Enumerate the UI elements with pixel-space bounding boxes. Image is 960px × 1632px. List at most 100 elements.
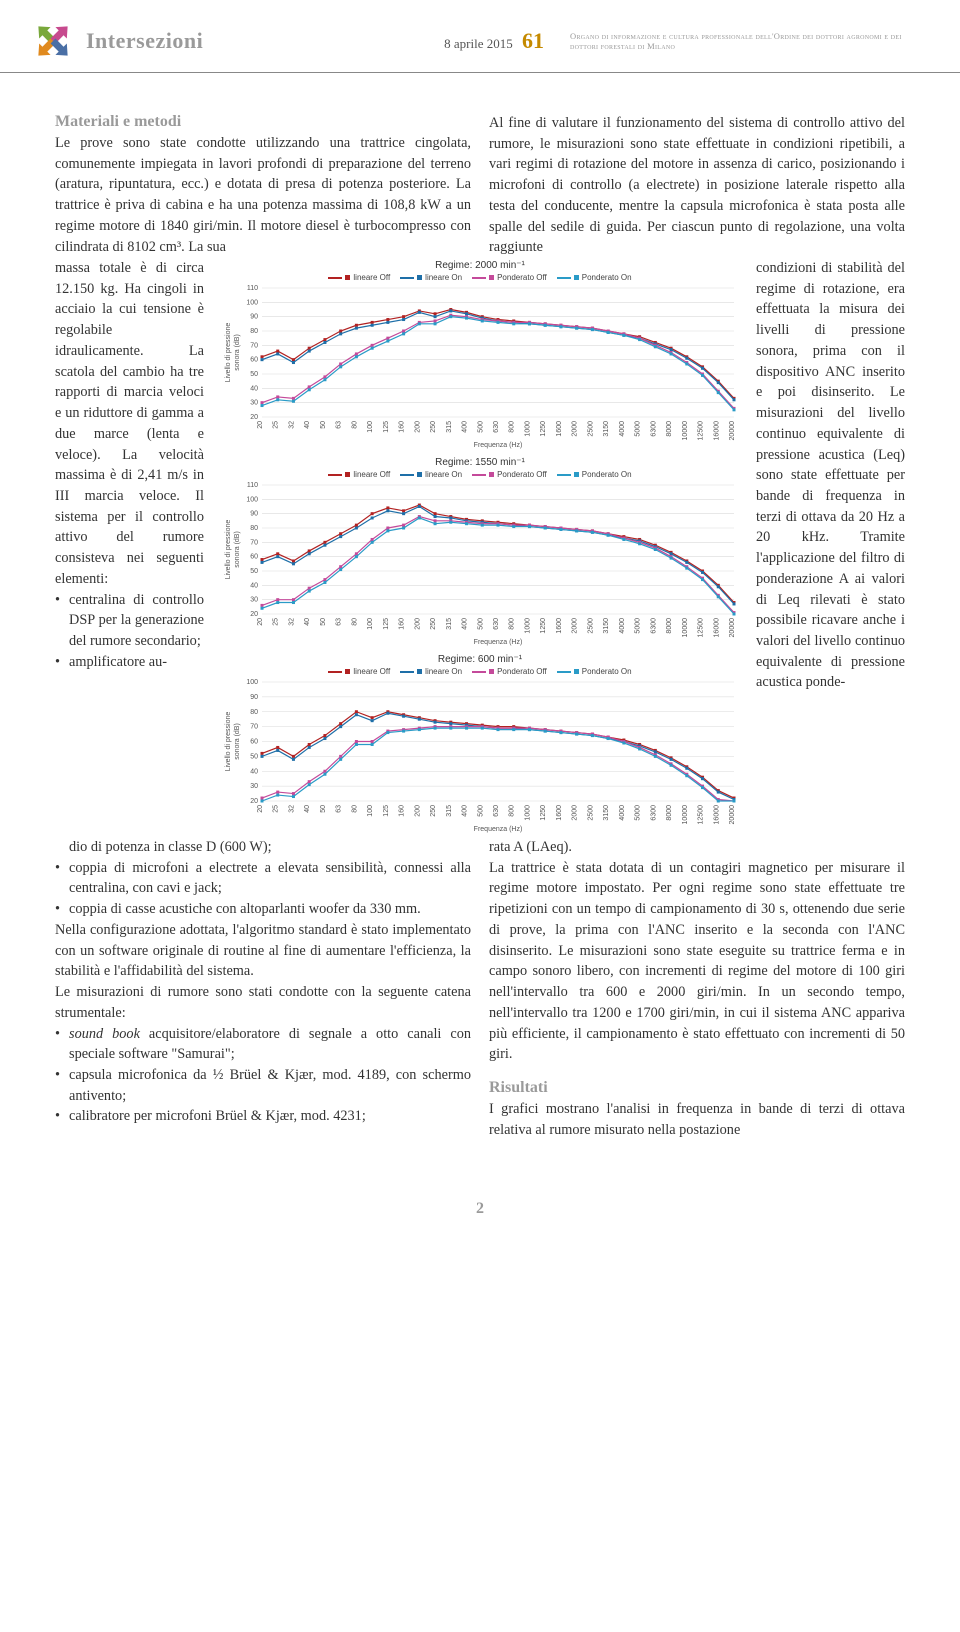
arrows-logo-icon bbox=[30, 18, 76, 64]
svg-text:6300: 6300 bbox=[650, 805, 657, 821]
svg-text:1250: 1250 bbox=[540, 618, 547, 634]
svg-text:12500: 12500 bbox=[698, 421, 705, 441]
svg-text:250: 250 bbox=[430, 618, 437, 630]
side-left-bullets: centralina di controllo DSP per la gener… bbox=[55, 590, 204, 673]
svg-text:Frequenza (Hz): Frequenza (Hz) bbox=[474, 826, 523, 833]
svg-text:80: 80 bbox=[250, 525, 258, 532]
svg-text:500: 500 bbox=[477, 421, 484, 433]
svg-text:16000: 16000 bbox=[713, 421, 720, 441]
svg-text:50: 50 bbox=[320, 618, 327, 626]
svg-text:50: 50 bbox=[250, 753, 258, 760]
svg-text:110: 110 bbox=[247, 285, 258, 292]
svg-text:315: 315 bbox=[446, 421, 453, 433]
legend-item: Ponderato On bbox=[557, 470, 632, 479]
mid-wrap: massa totale è di circa 12.150 kg. Ha ci… bbox=[55, 258, 905, 835]
svg-text:50: 50 bbox=[320, 421, 327, 429]
svg-text:5000: 5000 bbox=[635, 421, 642, 437]
svg-text:125: 125 bbox=[383, 618, 390, 630]
svg-text:110: 110 bbox=[247, 482, 258, 489]
svg-text:Livello di pressionesonora (dB: Livello di pressionesonora (dB) bbox=[225, 520, 241, 580]
svg-text:90: 90 bbox=[250, 314, 258, 321]
svg-text:4000: 4000 bbox=[619, 421, 626, 437]
svg-text:315: 315 bbox=[446, 805, 453, 817]
page-number: 61 bbox=[522, 28, 544, 53]
svg-text:40: 40 bbox=[304, 805, 311, 813]
svg-text:90: 90 bbox=[250, 694, 258, 701]
page-footer: 2 bbox=[0, 1170, 960, 1238]
svg-text:40: 40 bbox=[304, 618, 311, 626]
svg-text:8000: 8000 bbox=[666, 421, 673, 437]
svg-text:20000: 20000 bbox=[729, 805, 736, 825]
svg-text:30: 30 bbox=[250, 597, 258, 604]
svg-text:8000: 8000 bbox=[666, 618, 673, 634]
svg-text:80: 80 bbox=[250, 709, 258, 716]
svg-text:400: 400 bbox=[462, 618, 469, 630]
page-header: Intersezioni 8 aprile 2015 61 Organo di … bbox=[0, 0, 960, 73]
svg-text:2000: 2000 bbox=[572, 805, 579, 821]
chart-title: Regime: 600 min⁻¹ bbox=[220, 654, 740, 665]
svg-text:1000: 1000 bbox=[524, 805, 531, 821]
side-col-right: condizioni di stabilità del regime di ro… bbox=[756, 258, 905, 835]
svg-text:1000: 1000 bbox=[524, 618, 531, 634]
chart-panel: Regime: 2000 min⁻¹lineare Offlineare OnP… bbox=[216, 258, 744, 451]
svg-text:40: 40 bbox=[250, 582, 258, 589]
legend-label: Ponderato Off bbox=[497, 470, 547, 479]
legend-label: lineare On bbox=[425, 470, 462, 479]
lower-left-bullets-1: coppia di microfoni a electrete a elevat… bbox=[55, 858, 471, 920]
legend-item: Ponderato Off bbox=[472, 273, 547, 282]
svg-text:800: 800 bbox=[509, 805, 516, 817]
svg-text:80: 80 bbox=[351, 421, 358, 429]
chart-legend: lineare Offlineare OnPonderato OffPonder… bbox=[220, 273, 740, 282]
svg-text:250: 250 bbox=[430, 421, 437, 433]
svg-text:1600: 1600 bbox=[556, 421, 563, 437]
legend-item: lineare On bbox=[400, 470, 462, 479]
svg-text:30: 30 bbox=[250, 783, 258, 790]
lower-right-para: La trattrice è stata dotata di un contag… bbox=[489, 858, 905, 1065]
svg-text:80: 80 bbox=[250, 328, 258, 335]
bullet-item: capsula microfonica da ½ Brüel & Kjær, m… bbox=[55, 1065, 471, 1106]
svg-text:25: 25 bbox=[273, 618, 280, 626]
svg-text:16000: 16000 bbox=[713, 805, 720, 825]
legend-item: lineare Off bbox=[328, 470, 390, 479]
svg-text:20: 20 bbox=[257, 421, 264, 429]
bullet-item: sound book acquisitore/elaboratore di se… bbox=[55, 1024, 471, 1065]
svg-text:25: 25 bbox=[273, 421, 280, 429]
svg-text:Livello di pressionesonora (dB: Livello di pressionesonora (dB) bbox=[225, 712, 241, 772]
svg-text:200: 200 bbox=[414, 421, 421, 433]
legend-label: Ponderato Off bbox=[497, 273, 547, 282]
side-left-text: massa totale è di circa 12.150 kg. Ha ci… bbox=[55, 260, 204, 587]
logo-block: Intersezioni bbox=[30, 18, 203, 64]
legend-item: lineare On bbox=[400, 273, 462, 282]
section-heading-materiali: Materiali e metodi bbox=[55, 113, 471, 131]
charts-column: Regime: 2000 min⁻¹lineare Offlineare OnP… bbox=[216, 258, 744, 835]
bullet-item: coppia di microfoni a electrete a elevat… bbox=[55, 858, 471, 899]
svg-text:20: 20 bbox=[257, 805, 264, 813]
svg-text:5000: 5000 bbox=[635, 805, 642, 821]
chart-panel: Regime: 1550 min⁻¹lineare Offlineare OnP… bbox=[216, 455, 744, 648]
svg-text:100: 100 bbox=[367, 805, 374, 817]
svg-text:50: 50 bbox=[250, 568, 258, 575]
svg-text:4000: 4000 bbox=[619, 805, 626, 821]
svg-text:40: 40 bbox=[304, 421, 311, 429]
bullet-item: calibratore per microfoni Brüel & Kjær, … bbox=[55, 1106, 471, 1127]
bullet-item: coppia di casse acustiche con altoparlan… bbox=[55, 899, 471, 920]
lower-left-bullets-2: sound book acquisitore/elaboratore di se… bbox=[55, 1024, 471, 1128]
svg-text:80: 80 bbox=[351, 618, 358, 626]
svg-text:125: 125 bbox=[383, 421, 390, 433]
svg-text:40: 40 bbox=[250, 768, 258, 775]
svg-text:800: 800 bbox=[509, 618, 516, 630]
svg-text:3150: 3150 bbox=[603, 421, 610, 437]
svg-text:6300: 6300 bbox=[650, 618, 657, 634]
chart-svg: 2030405060708090100110Livello di pressio… bbox=[220, 481, 740, 646]
masthead-title: Intersezioni bbox=[86, 28, 203, 54]
svg-text:20000: 20000 bbox=[729, 421, 736, 441]
legend-label: Ponderato Off bbox=[497, 667, 547, 676]
legend-label: lineare On bbox=[425, 273, 462, 282]
svg-text:30: 30 bbox=[250, 400, 258, 407]
svg-text:400: 400 bbox=[462, 805, 469, 817]
legend-label: lineare On bbox=[425, 667, 462, 676]
svg-text:10000: 10000 bbox=[682, 805, 689, 825]
svg-text:100: 100 bbox=[246, 679, 258, 686]
svg-text:2000: 2000 bbox=[572, 618, 579, 634]
legend-item: Ponderato Off bbox=[472, 470, 547, 479]
